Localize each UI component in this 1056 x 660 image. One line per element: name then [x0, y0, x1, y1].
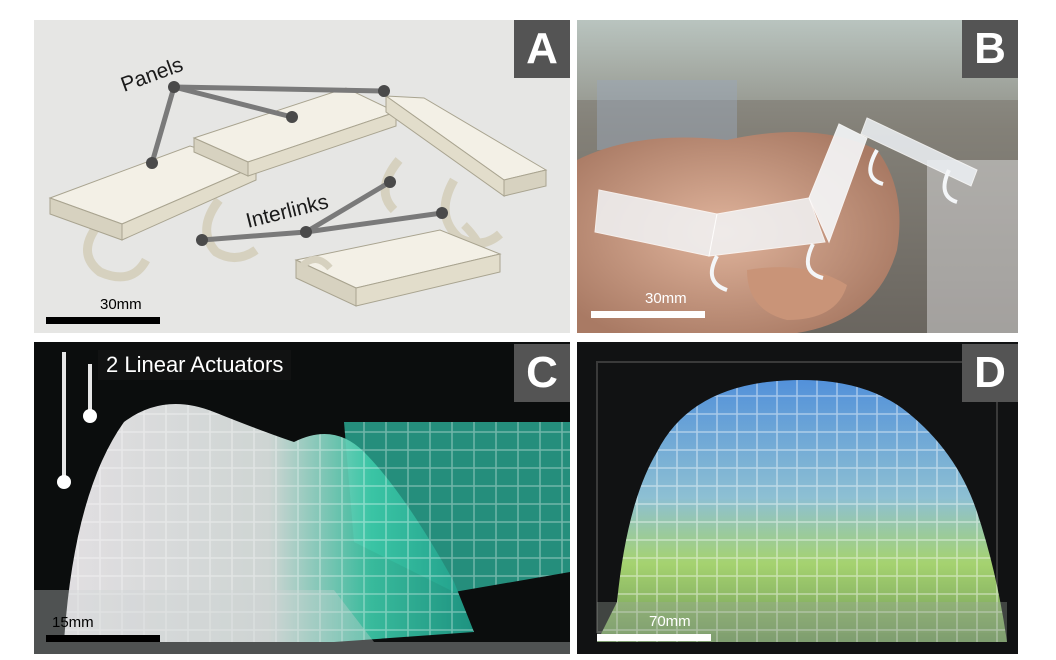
interlink-hook — [202, 197, 259, 262]
panel-piece — [860, 117, 978, 187]
cad-panel-edge — [385, 95, 505, 197]
cad-panel-edge — [355, 253, 501, 307]
panel-letter-d: D — [962, 344, 1018, 402]
scale-bar-label: 15mm — [52, 614, 94, 631]
linear-actuator-knob — [83, 409, 97, 423]
callout-node — [168, 81, 180, 93]
cad-panel-edge — [193, 137, 249, 177]
panel-letter-b: B — [962, 20, 1018, 78]
callout-node — [436, 207, 448, 219]
photo-actuated-surface — [34, 342, 570, 654]
scale-bar — [46, 635, 160, 642]
interlink-hook — [299, 256, 333, 271]
callout-node — [286, 111, 298, 123]
panel-letter-a: A — [514, 20, 570, 78]
scale-bar — [46, 317, 160, 324]
figure-panel-c: 2 Linear Actuators 15mm C — [34, 342, 570, 654]
figure-panel-b: 30mm B — [577, 20, 1018, 333]
scale-bar-label: 30mm — [100, 296, 142, 313]
photo-large-surface — [577, 342, 1018, 654]
interlink-hook — [83, 217, 150, 282]
scale-bar — [597, 634, 711, 641]
callout-node — [196, 234, 208, 246]
figure-panel-d: 70mm D — [577, 342, 1018, 654]
cad-panel-edge — [121, 165, 257, 241]
panel-piece — [808, 123, 868, 244]
linear-actuator-knob — [57, 475, 71, 489]
scale-bar-label: 70mm — [649, 613, 691, 630]
photo-hand-prototype — [577, 20, 1018, 333]
panel-letter-c: C — [514, 344, 570, 402]
figure-panel-a: Panels Interlinks 30mm A — [34, 20, 570, 333]
callout-node — [300, 226, 312, 238]
scale-bar — [591, 311, 705, 318]
panels-callout — [149, 84, 387, 166]
panel-piece — [708, 197, 826, 257]
interlinks-callout — [199, 179, 445, 243]
callout-node — [384, 176, 396, 188]
actuator-caption: 2 Linear Actuators — [98, 350, 292, 380]
scale-bar-label: 30mm — [645, 290, 687, 307]
cad-rendering: Panels Interlinks — [48, 53, 548, 307]
callout-node — [146, 157, 158, 169]
callout-node — [378, 85, 390, 97]
